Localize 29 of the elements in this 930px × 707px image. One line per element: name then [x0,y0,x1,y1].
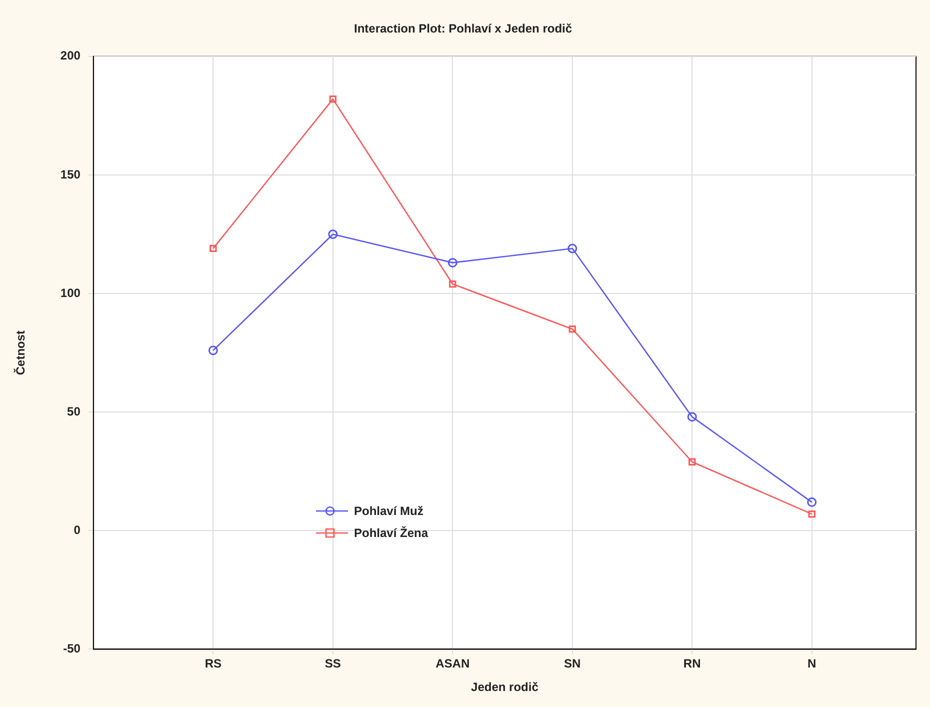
point [328,229,338,239]
point [687,412,697,422]
point [329,96,336,103]
point [568,244,578,254]
point [208,346,218,356]
legend-label: Pohlaví Muž [354,504,424,518]
point [449,280,456,288]
x-tick-label: SS [324,656,341,671]
x-tick-label: RS [204,656,222,671]
x-tick-label: N [807,656,816,671]
y-axis-title: Četnost [14,330,28,376]
point [568,326,576,333]
chart-title: Interaction Plot: Pohlaví x Jeden rodič [354,22,572,36]
point [688,458,696,466]
legend-label: Pohlaví Žena [354,526,428,540]
y-tick-label: 200 [60,48,81,63]
point [808,510,816,518]
y-tick-label: 0 [74,522,81,537]
y-tick-label: 100 [60,286,81,300]
y-tick-label: 50 [67,404,81,418]
x-axis-title: Jeden rodič [471,680,539,694]
x-tick-label: RN [683,656,701,671]
point [210,244,217,252]
x-tick-label: SN [564,656,581,671]
x-tick-label: ASAN [436,656,470,671]
point [448,258,458,268]
y-tick-label: 150 [60,167,81,182]
y-tick-label: -50 [63,642,81,656]
point [807,497,817,507]
